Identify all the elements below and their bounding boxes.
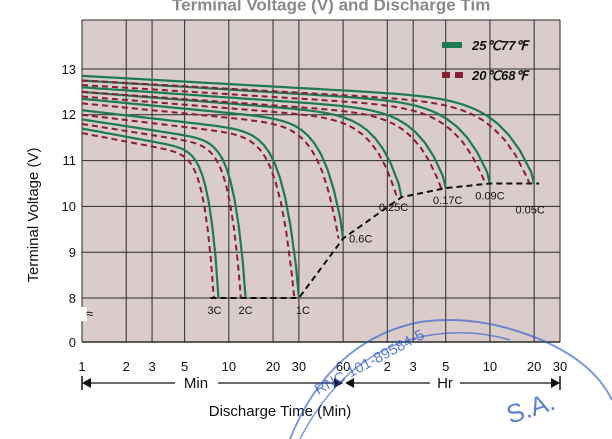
legend-label-25c: 25℃77℉	[471, 38, 531, 53]
curve-20c-0.25C	[81, 95, 398, 198]
rate-label-0.25C: 0.25C	[379, 202, 408, 214]
curve-20c-0.09C	[81, 84, 487, 184]
x-tick-min-10: 10	[222, 359, 236, 374]
rate-labels: 3C 2C 1C 0.6C 0.25C 0.17C 0.09C 0.05C	[207, 191, 544, 318]
rate-label-1C: 1C	[296, 305, 310, 317]
y-tick-9: 9	[69, 245, 76, 260]
curve-20c-3C	[81, 132, 215, 299]
legend-swatch-20c-a	[442, 72, 450, 78]
curve-25c-0.17C	[81, 86, 447, 189]
unit-arrows	[81, 376, 561, 390]
y-axis-ticks: 0 8 9 10 11 12 13	[62, 62, 76, 350]
rate-label-0.6C: 0.6C	[349, 233, 372, 245]
x-tick-hr-20: 20	[527, 359, 541, 374]
axis-break-gap	[79, 307, 87, 321]
y-axis-break: ≈	[79, 306, 93, 321]
y-tick-8: 8	[69, 291, 76, 306]
x-tick-hr-5: 5	[442, 359, 449, 374]
curve-20c-0.6C	[81, 102, 340, 239]
legend-swatch-25c	[442, 42, 462, 48]
x-tick-min-2: 2	[123, 359, 130, 374]
x-tick-hr-2: 2	[384, 359, 391, 374]
curve-20c-2C	[81, 123, 242, 299]
rate-label-0.05C: 0.05C	[515, 205, 544, 217]
final-voltage-path	[210, 182, 540, 299]
x-tick-hr-3: 3	[410, 359, 417, 374]
rate-label-0.17C: 0.17C	[433, 195, 462, 207]
x-tick-hr-30: 30	[553, 359, 567, 374]
plot-area	[82, 20, 560, 342]
curve-25c-0.09C	[81, 79, 491, 184]
legend: 25℃77℉ 20℃68℉	[442, 38, 531, 83]
min-arrow-head-left	[82, 378, 91, 388]
x-tick-min-1: 1	[78, 359, 85, 374]
x-axis-title: Discharge Time (Min)	[209, 403, 352, 420]
hr-arrow-head-right	[551, 378, 560, 388]
curve-25c-1C	[81, 109, 300, 299]
curve-25c-0.05C	[81, 74, 536, 184]
y-tick-12: 12	[62, 107, 76, 122]
stamp-text-side: S.A.	[503, 386, 559, 430]
x-tick-hr-10: 10	[483, 359, 497, 374]
y-axis-title: Terminal Voltage (V)	[25, 147, 42, 282]
y-tick-10: 10	[62, 199, 76, 214]
x-tick-min-5: 5	[181, 359, 188, 374]
legend-swatch-20c-b	[455, 72, 463, 78]
min-unit-label: Min	[184, 375, 208, 392]
rate-label-2C: 2C	[239, 305, 253, 317]
curve-25c-2C	[81, 118, 247, 299]
curve-25c-3C	[81, 127, 220, 299]
x-tick-min-20: 20	[266, 359, 280, 374]
final-voltage-line	[210, 182, 540, 299]
y-tick-11: 11	[63, 153, 77, 168]
curve-20c-0.17C	[81, 90, 443, 189]
x-tick-min-3: 3	[148, 359, 155, 374]
y-tick-13: 13	[62, 62, 76, 77]
x-tick-min-30: 30	[292, 359, 306, 374]
chart-title: Terminal Voltage (V) and Discharge Tim	[172, 0, 490, 14]
discharge-curves	[81, 74, 536, 299]
curve-20c-1C	[81, 113, 296, 299]
legend-label-20c: 20℃68℉	[471, 68, 531, 83]
grid-lines	[81, 19, 561, 343]
rate-label-0.09C: 0.09C	[475, 191, 504, 203]
rate-label-3C: 3C	[207, 305, 221, 317]
hr-arrow-head-left	[345, 378, 355, 388]
y-tick-0: 0	[69, 335, 76, 350]
axis-break-symbol: ≈	[86, 306, 93, 321]
curve-20c-0.05C	[81, 79, 531, 184]
hr-unit-label: Hr	[437, 375, 453, 392]
curve-25c-0.6C	[81, 97, 345, 239]
x-axis-ticks: 1 2 3 5 10 20 30 60 2 3 5 10 20 30	[78, 359, 567, 374]
